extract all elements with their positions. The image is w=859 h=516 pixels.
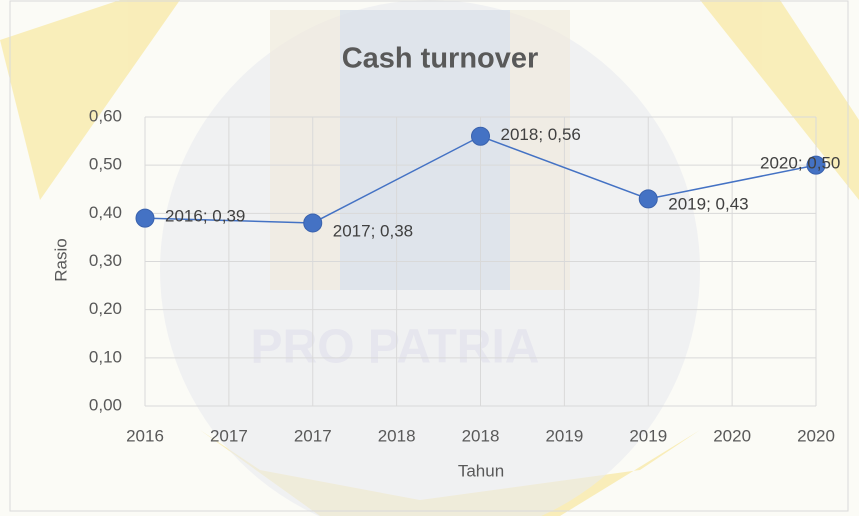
- chart: PRO PATRIA Cash turnover Tahun Rasio 0,0…: [0, 0, 859, 516]
- data-label: 2020; 0,50: [760, 154, 840, 173]
- page: PRO PATRIA Cash turnover Tahun Rasio 0,0…: [0, 0, 859, 516]
- data-point: [136, 209, 154, 227]
- y-axis-label: Rasio: [51, 238, 70, 281]
- x-tick-label: 2020: [797, 426, 835, 445]
- y-tick-label: 0,00: [89, 395, 122, 414]
- y-tick-label: 0,10: [89, 347, 122, 366]
- data-point: [639, 190, 657, 208]
- data-label: 2019; 0,43: [668, 194, 748, 213]
- x-tick-label: 2020: [713, 426, 751, 445]
- y-tick-label: 0,50: [89, 155, 122, 174]
- x-tick-label: 2019: [629, 426, 667, 445]
- data-label: 2016; 0,39: [165, 207, 245, 226]
- data-label: 2018; 0,56: [501, 125, 581, 144]
- x-tick-label: 2018: [462, 426, 500, 445]
- y-tick-label: 0,20: [89, 299, 122, 318]
- x-tick-label: 2016: [126, 426, 164, 445]
- data-point: [472, 127, 490, 145]
- y-tick-label: 0,30: [89, 251, 122, 270]
- y-tick-label: 0,40: [89, 203, 122, 222]
- y-tick-label: 0,60: [89, 106, 122, 125]
- x-tick-label: 2018: [378, 426, 416, 445]
- x-tick-label: 2017: [294, 426, 332, 445]
- data-label: 2017; 0,38: [333, 221, 413, 240]
- watermark-text: PRO PATRIA: [251, 321, 540, 374]
- x-tick-label: 2019: [545, 426, 583, 445]
- x-axis-label: Tahun: [458, 461, 504, 480]
- data-point: [304, 214, 322, 232]
- x-tick-label: 2017: [210, 426, 248, 445]
- chart-title: Cash turnover: [342, 43, 539, 75]
